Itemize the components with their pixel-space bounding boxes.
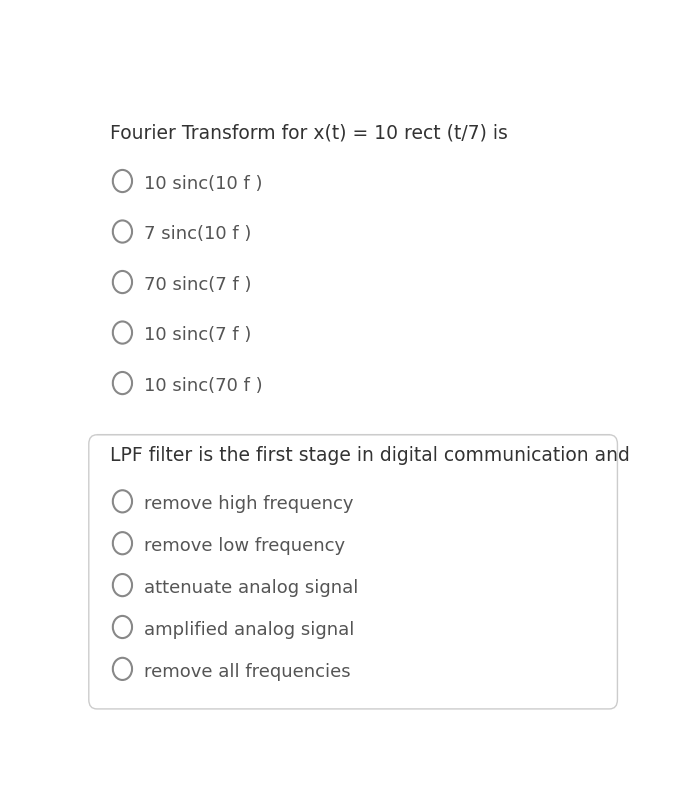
Text: 10 sinc(10 f ): 10 sinc(10 f ) xyxy=(144,175,263,193)
FancyBboxPatch shape xyxy=(89,435,617,709)
Text: 10 sinc(7 f ): 10 sinc(7 f ) xyxy=(144,326,251,344)
Text: remove low frequency: remove low frequency xyxy=(144,537,345,555)
Text: remove all frequencies: remove all frequencies xyxy=(144,662,351,681)
Text: Fourier Transform for x(t) = 10 rect (t/7) is: Fourier Transform for x(t) = 10 rect (t/… xyxy=(110,124,508,142)
Text: amplified analog signal: amplified analog signal xyxy=(144,621,354,639)
Text: 70 sinc(7 f ): 70 sinc(7 f ) xyxy=(144,276,251,294)
Text: 7 sinc(10 f ): 7 sinc(10 f ) xyxy=(144,226,251,243)
Text: remove high frequency: remove high frequency xyxy=(144,495,353,513)
Text: attenuate analog signal: attenuate analog signal xyxy=(144,579,358,597)
Text: 10 sinc(70 f ): 10 sinc(70 f ) xyxy=(144,377,263,395)
Text: LPF filter is the first stage in digital communication and: LPF filter is the first stage in digital… xyxy=(110,446,630,465)
